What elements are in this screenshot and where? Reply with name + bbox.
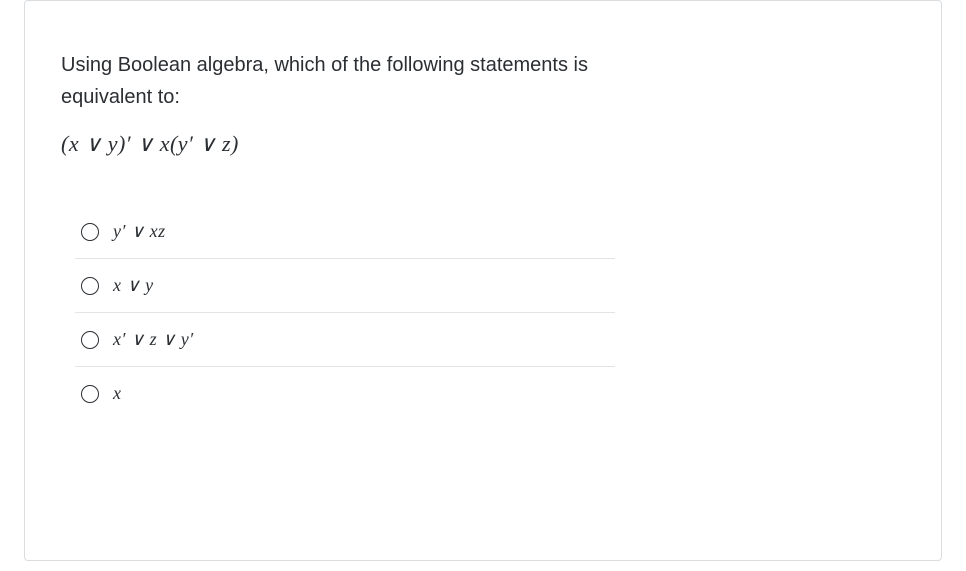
question-stem: Using Boolean algebra, which of the foll…: [61, 49, 905, 113]
option-label: x ∨ y: [113, 275, 154, 296]
option-label: x: [113, 383, 122, 404]
radio-icon[interactable]: [81, 277, 99, 295]
radio-icon[interactable]: [81, 385, 99, 403]
question-stem-line2: equivalent to:: [61, 86, 180, 108]
option-label: y′ ∨ xz: [113, 221, 166, 242]
option-d[interactable]: x: [75, 366, 615, 420]
question-card: Using Boolean algebra, which of the foll…: [24, 0, 942, 561]
option-b[interactable]: x ∨ y: [75, 258, 615, 312]
question-stem-line1: Using Boolean algebra, which of the foll…: [61, 54, 588, 76]
option-c[interactable]: x′ ∨ z ∨ y′: [75, 312, 615, 366]
option-a[interactable]: y′ ∨ xz: [75, 205, 615, 258]
question-expression: (x ∨ y)′ ∨ x(y′ ∨ z): [61, 131, 905, 157]
option-label: x′ ∨ z ∨ y′: [113, 329, 194, 350]
radio-icon[interactable]: [81, 331, 99, 349]
options-list: y′ ∨ xz x ∨ y x′ ∨ z ∨ y′ x: [75, 205, 615, 420]
radio-icon[interactable]: [81, 223, 99, 241]
